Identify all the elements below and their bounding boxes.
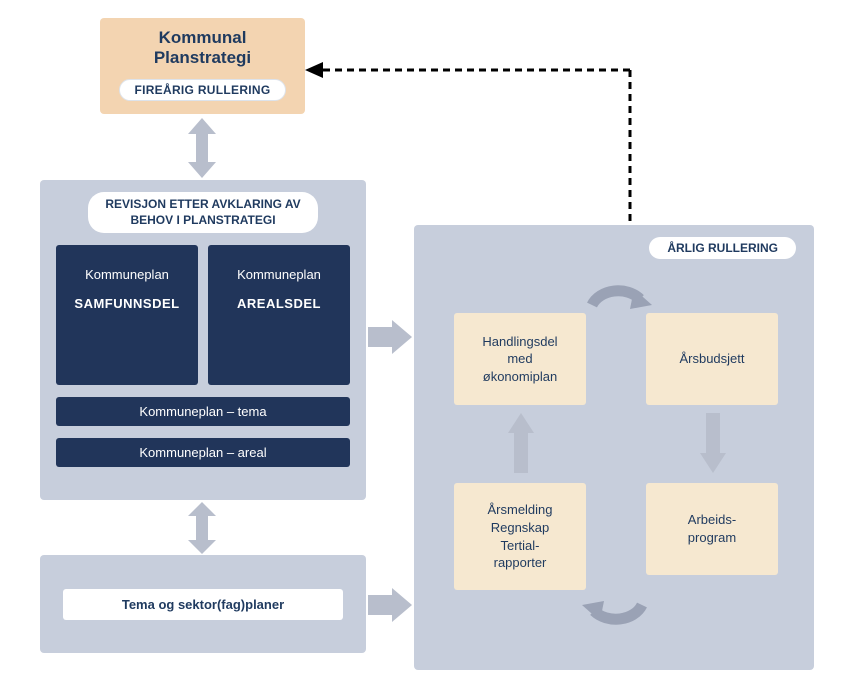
left-two-cols: Kommuneplan SAMFUNNSDEL Kommuneplan AREA… (56, 245, 350, 385)
bbl-l2: Regnskap (491, 520, 550, 535)
left-header-pill: REVISJON ETTER AVKLARING AV BEHOV I PLAN… (88, 192, 318, 233)
navy-box1-line2: SAMFUNNSDEL (56, 296, 198, 311)
bbl-l3: Tertial- (500, 538, 539, 553)
navy-box-arealsdel: Kommuneplan AREALSDEL (208, 245, 350, 385)
bottom-panel: Tema og sektor(fag)planer (40, 555, 366, 653)
btl-l1: Handlingsdel (482, 334, 557, 349)
arrow-left-to-right-1 (368, 320, 412, 350)
top-strategy-box: Kommunal Planstrategi FIREÅRIG RULLERING (100, 18, 305, 114)
top-pill: FIREÅRIG RULLERING (119, 79, 285, 101)
arrow-up-left (508, 413, 534, 453)
arrow-left-to-right-2 (368, 588, 412, 618)
curved-arrow-bottom (582, 595, 652, 645)
top-title-line2: Planstrategi (154, 48, 251, 67)
beige-box-handlingsdel: Handlingsdel med økonomiplan (454, 313, 586, 405)
navy-bar-areal: Kommuneplan – areal (56, 438, 350, 467)
navy-bar-tema: Kommuneplan – tema (56, 397, 350, 426)
curved-arrow-top (582, 265, 652, 315)
bbr-l1: Arbeids- (688, 512, 736, 527)
bbl-l1: Årsmelding (487, 502, 552, 517)
navy-box2-line2: AREALSDEL (208, 296, 350, 311)
navy-box1-line1: Kommuneplan (56, 267, 198, 282)
top-title-line1: Kommunal (159, 28, 247, 47)
right-panel: ÅRLIG RULLERING Handlingsdel med økonomi… (414, 225, 814, 670)
bottom-bar: Tema og sektor(fag)planer (63, 589, 343, 620)
right-pill: ÅRLIG RULLERING (649, 237, 796, 259)
btl-l3: økonomiplan (483, 369, 557, 384)
btr: Årsbudsjett (679, 350, 744, 368)
planning-diagram: Kommunal Planstrategi FIREÅRIG RULLERING… (0, 0, 856, 695)
btl-l2: med (507, 351, 532, 366)
left-header-line2: BEHOV I PLANSTRATEGI (130, 213, 275, 227)
left-panel: REVISJON ETTER AVKLARING AV BEHOV I PLAN… (40, 180, 366, 500)
navy-box-samfunnsdel: Kommuneplan SAMFUNNSDEL (56, 245, 198, 385)
top-title: Kommunal Planstrategi (100, 28, 305, 69)
arrow-top-to-left (186, 118, 214, 178)
arrow-down-right (700, 413, 726, 453)
bbl-l4: rapporter (494, 555, 547, 570)
beige-box-arsmelding: Årsmelding Regnskap Tertial- rapporter (454, 483, 586, 590)
arrow-left-to-bottom (186, 502, 214, 554)
navy-box2-line1: Kommuneplan (208, 267, 350, 282)
beige-box-arbeidsprogram: Arbeids- program (646, 483, 778, 575)
beige-box-arsbudsjett: Årsbudsjett (646, 313, 778, 405)
left-header-line1: REVISJON ETTER AVKLARING AV (105, 197, 300, 211)
bbr-l2: program (688, 530, 736, 545)
